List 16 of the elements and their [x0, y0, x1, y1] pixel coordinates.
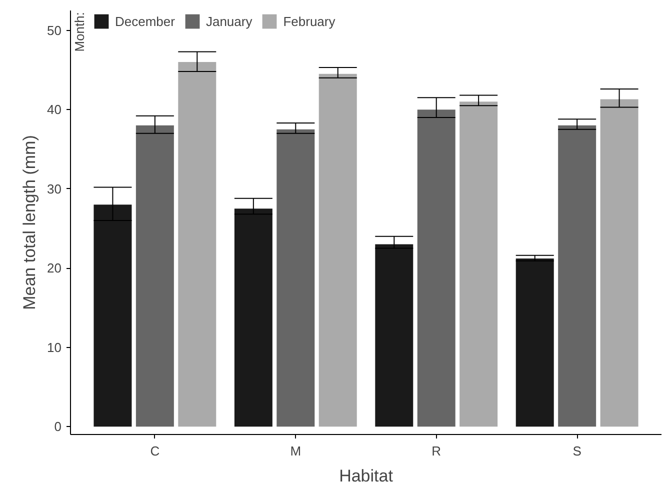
y-tick-label: 30: [47, 181, 62, 196]
y-tick-label: 50: [47, 22, 62, 38]
legend-title: Month:: [72, 12, 87, 52]
legend-label: December: [115, 14, 175, 28]
y-tick-label: 40: [47, 102, 62, 118]
y-tick-label: 0: [54, 419, 62, 434]
legend-label: January: [206, 14, 252, 28]
legend-label: February: [283, 14, 336, 28]
x-axis-title: Habitat: [339, 466, 394, 486]
x-tick-label: C: [150, 444, 160, 458]
x-tick-label: S: [572, 444, 582, 458]
x-tick-label: R: [432, 444, 442, 458]
y-axis-title: Mean total length (mm): [20, 135, 40, 310]
y-tick-label: 10: [47, 340, 62, 355]
x-tick-label: M: [290, 444, 302, 458]
y-tick-label: 20: [47, 260, 62, 276]
